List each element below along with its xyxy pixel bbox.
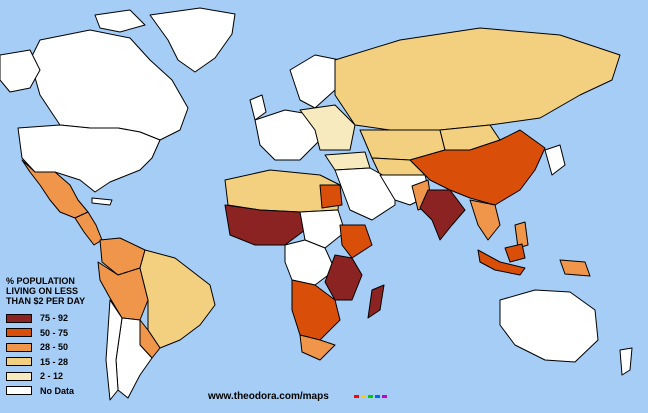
- arctic-islands: [94, 9, 146, 33]
- legend-row: 50 - 75: [6, 326, 116, 341]
- greenland: [149, 7, 236, 73]
- scandinavia: [289, 54, 341, 109]
- east-africa: [324, 254, 363, 301]
- legend: % POPULATION LIVING ON LESS THAN $2 PER …: [6, 276, 116, 398]
- legend-swatch: [6, 313, 32, 323]
- australia: [499, 289, 599, 363]
- new-zealand: [619, 347, 633, 376]
- legend-rows: 75 - 92 50 - 75 28 - 50 15 - 28 2 - 12 N…: [6, 311, 116, 398]
- uk: [249, 94, 267, 121]
- russia: [334, 27, 621, 131]
- ethiopia: [339, 224, 373, 259]
- legend-swatch: [6, 357, 32, 367]
- alaska: [0, 49, 41, 93]
- logo-dots: [354, 395, 387, 398]
- central-africa: [284, 239, 336, 286]
- legend-row: 75 - 92: [6, 311, 116, 326]
- brazil: [139, 249, 216, 349]
- legend-label: 50 - 75: [40, 327, 69, 338]
- borneo: [504, 243, 526, 263]
- legend-row: 28 - 50: [6, 340, 116, 355]
- legend-row: No Data: [6, 384, 116, 399]
- turkey: [324, 151, 371, 171]
- legend-swatch: [6, 328, 32, 338]
- eastern-europe: [299, 104, 356, 151]
- cuba: [91, 197, 113, 206]
- india: [419, 189, 466, 241]
- legend-title-line: THAN $2 PER DAY: [6, 296, 86, 306]
- central-america: [74, 211, 103, 246]
- egypt: [319, 184, 343, 209]
- madagascar: [367, 284, 385, 319]
- legend-swatch: [6, 342, 32, 352]
- western-europe: [254, 109, 321, 161]
- legend-title: % POPULATION LIVING ON LESS THAN $2 PER …: [6, 276, 116, 306]
- legend-label: 15 - 28: [40, 356, 69, 367]
- philippines: [514, 221, 529, 249]
- middle-east: [334, 167, 396, 221]
- southeast-asia: [469, 199, 501, 241]
- sudan-chad: [299, 209, 346, 249]
- legend-swatch: [6, 386, 32, 396]
- source-link[interactable]: www.theodora.com/maps: [208, 391, 329, 402]
- south-africa: [299, 334, 336, 361]
- legend-row: 15 - 28: [6, 355, 116, 370]
- legend-swatch: [6, 371, 32, 381]
- papua: [559, 259, 591, 277]
- legend-label: 2 - 12: [40, 371, 64, 382]
- legend-label: No Data: [40, 385, 75, 396]
- canada: [29, 29, 189, 141]
- chile: [105, 299, 123, 401]
- japan: [544, 144, 566, 176]
- legend-label: 28 - 50: [40, 342, 69, 353]
- legend-label: 75 - 92: [40, 313, 69, 324]
- sahel-west: [224, 204, 306, 246]
- legend-row: 2 - 12: [6, 369, 116, 384]
- legend-title-line: % POPULATION: [6, 276, 75, 286]
- southern-africa: [291, 279, 341, 341]
- legend-title-line: LIVING ON LESS: [6, 286, 79, 296]
- indonesia: [477, 249, 526, 276]
